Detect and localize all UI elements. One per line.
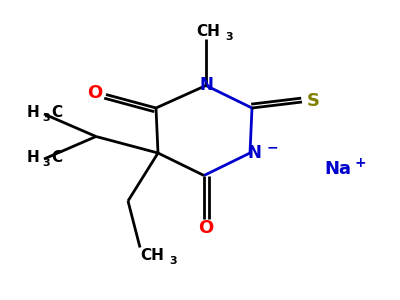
Text: H: H <box>26 105 39 120</box>
Text: Na: Na <box>324 160 352 178</box>
Text: O: O <box>198 219 214 237</box>
Text: 3: 3 <box>42 112 50 123</box>
Text: 3: 3 <box>225 32 233 42</box>
Text: S: S <box>307 92 320 110</box>
Text: CH: CH <box>196 24 220 39</box>
Text: 3: 3 <box>169 256 177 266</box>
Text: H: H <box>26 150 39 165</box>
Text: O: O <box>87 84 102 102</box>
Text: CH: CH <box>140 248 164 263</box>
Text: C: C <box>51 105 62 120</box>
Text: 3: 3 <box>42 158 50 168</box>
Text: N: N <box>247 144 261 162</box>
Text: C: C <box>51 150 62 165</box>
Text: −: − <box>266 141 278 154</box>
Text: +: + <box>354 156 366 170</box>
Text: N: N <box>199 76 213 94</box>
